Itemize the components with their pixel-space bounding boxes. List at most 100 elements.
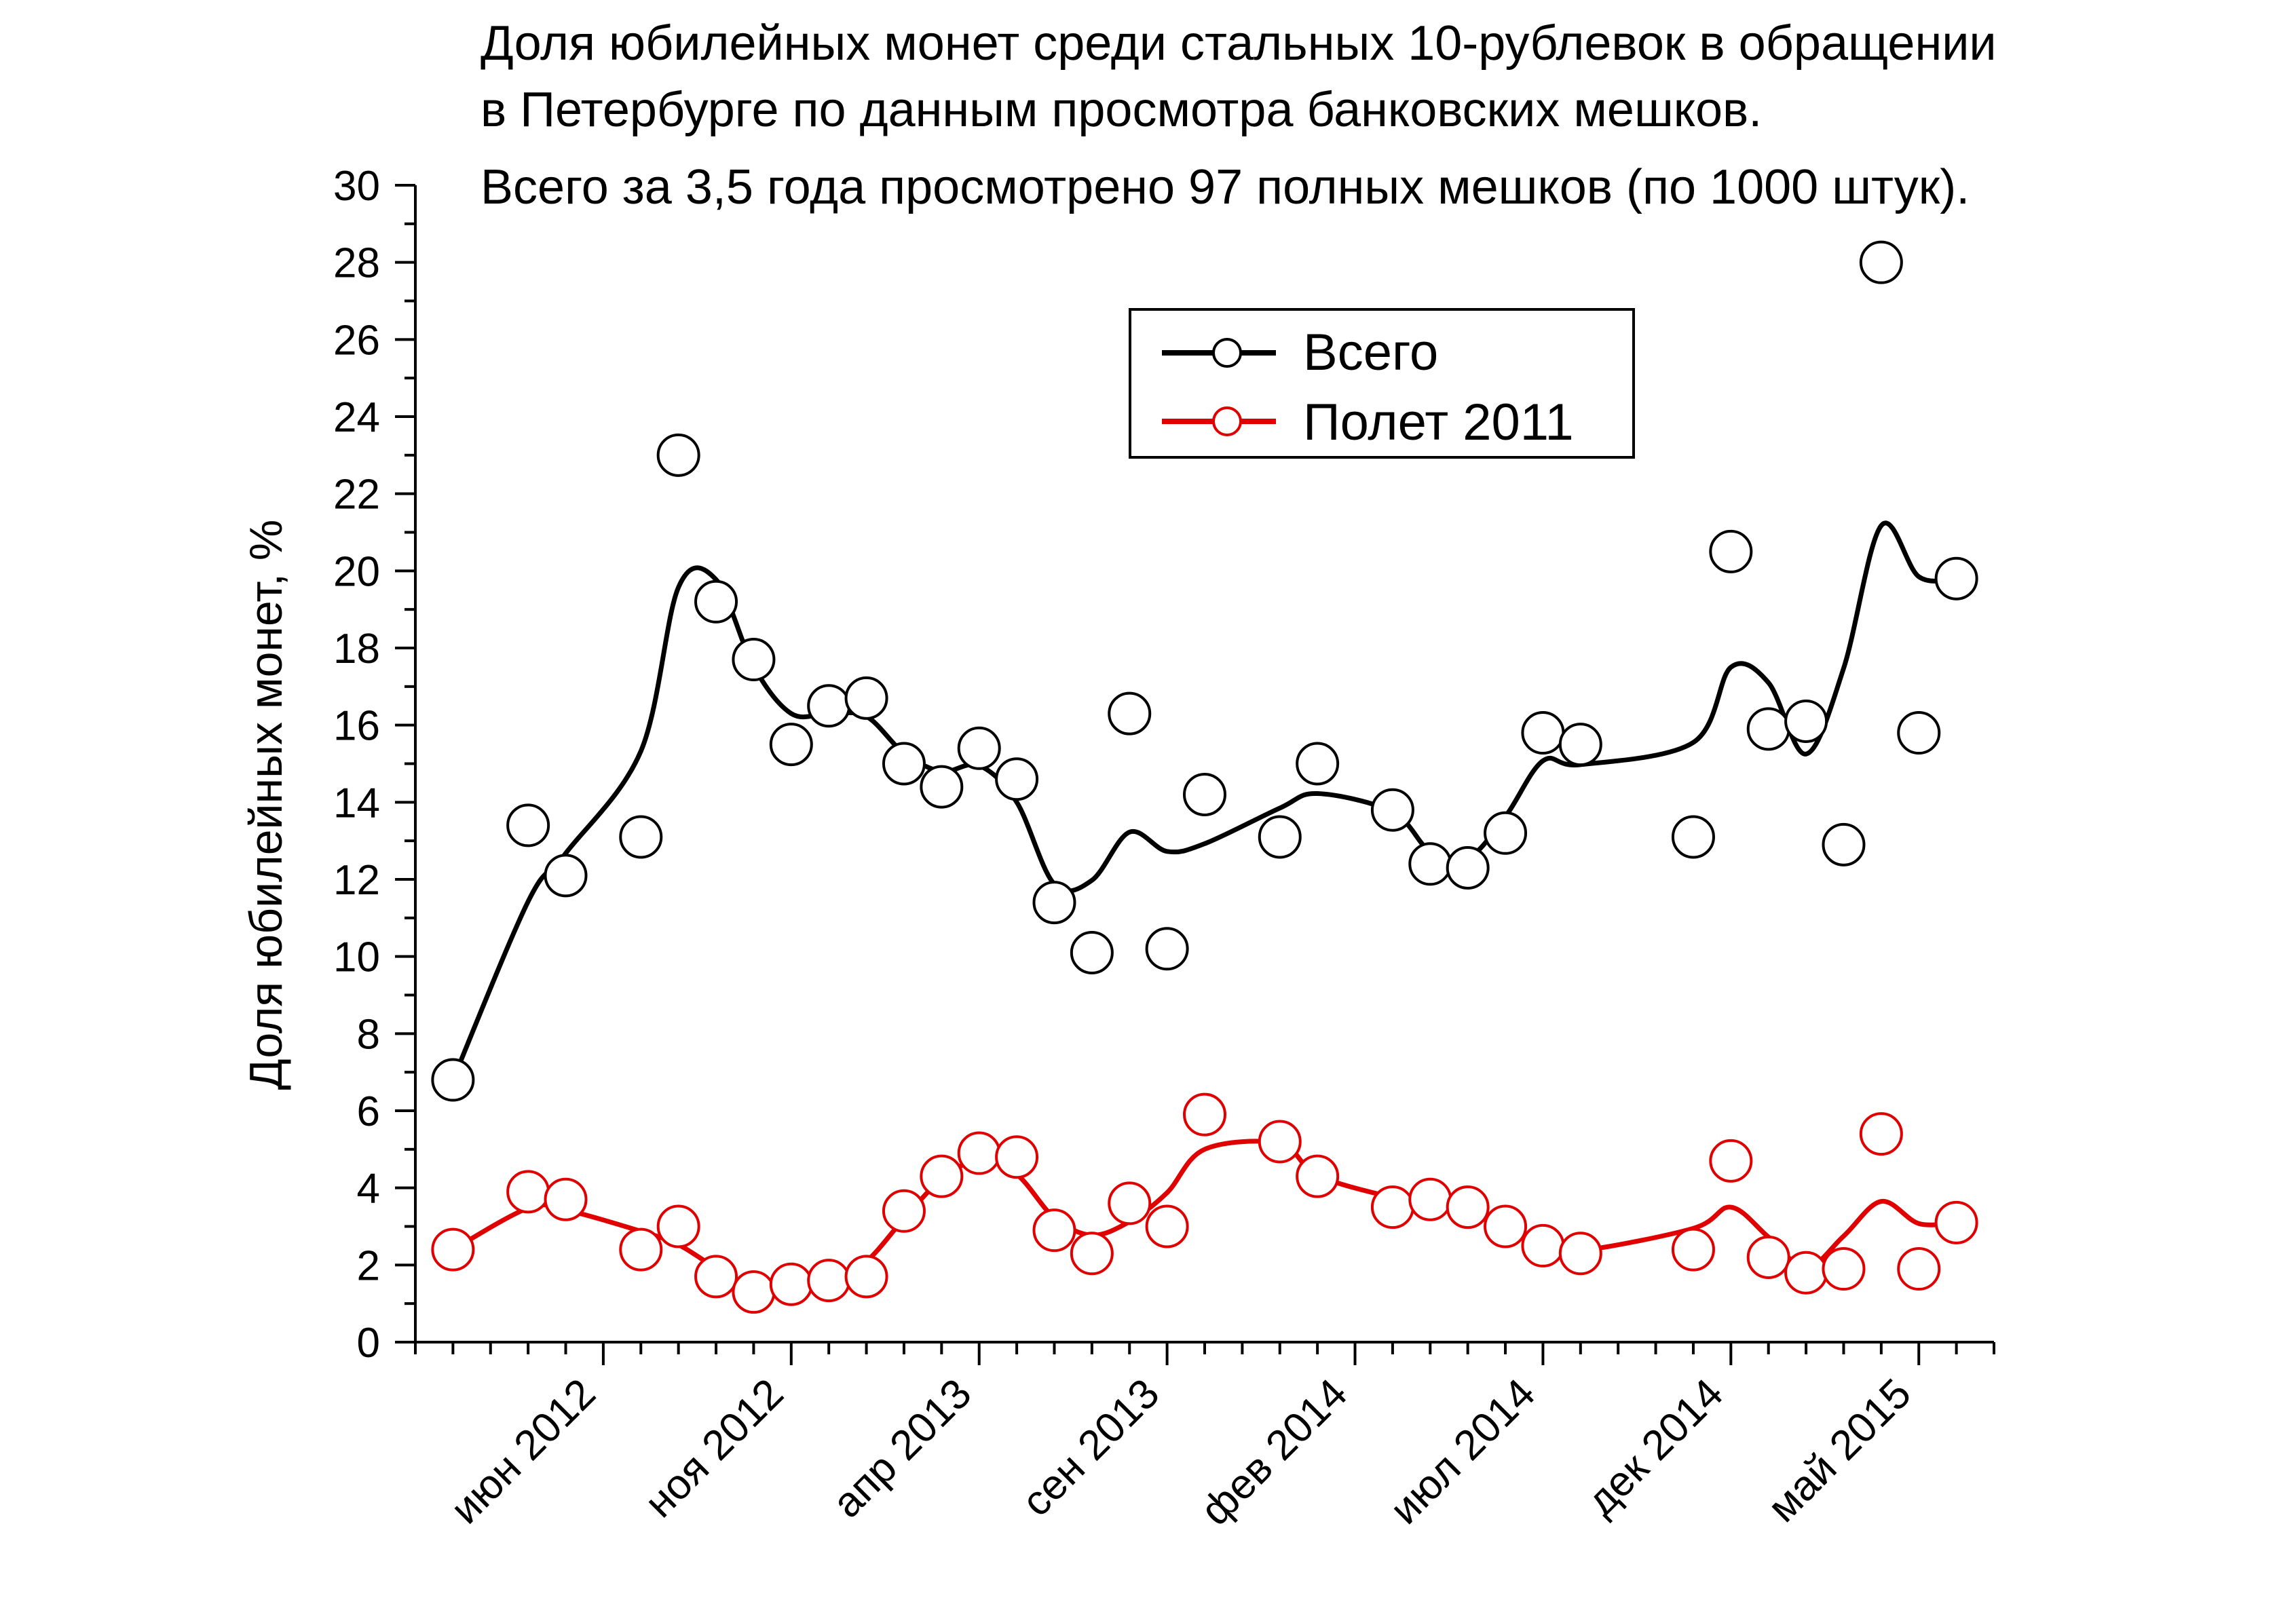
data-point-series-1 (619, 1227, 663, 1272)
data-point-series-0 (1296, 742, 1340, 786)
y-tick-label: 12 (333, 857, 380, 904)
data-point-series-1 (1032, 1208, 1076, 1253)
x-ticks: июн 2012 ноя 2012 апр 2013 сен 2013 фев 2014… (414, 1342, 1995, 1534)
legend-marker-polet (1212, 406, 1242, 436)
data-point-series-1 (844, 1255, 888, 1299)
data-point-series-1 (1070, 1232, 1114, 1276)
data-point-series-1 (957, 1131, 1001, 1175)
data-point-series-0 (1822, 822, 1866, 866)
x-tick-label: ноя 2012 (636, 1370, 793, 1527)
data-point-series-1 (694, 1255, 738, 1299)
x-tick-label: сен 2013 (1013, 1370, 1169, 1525)
data-point-series-0 (1370, 788, 1414, 832)
data-point-series-0 (694, 579, 738, 624)
data-point-series-1 (1784, 1251, 1828, 1295)
data-point-series-1 (1408, 1177, 1452, 1221)
data-point-series-1 (995, 1135, 1039, 1179)
data-point-series-1 (1859, 1112, 1903, 1156)
data-point-series-0 (1521, 711, 1565, 755)
data-point-series-0 (1108, 691, 1152, 736)
data-point-series-1 (1897, 1247, 1941, 1291)
data-point-series-1 (506, 1170, 550, 1214)
y-tick-label: 14 (333, 780, 380, 826)
data-point-series-0 (807, 684, 851, 728)
data-point-series-0 (1032, 881, 1076, 925)
data-point-series-0 (732, 638, 776, 682)
data-point-series-1 (769, 1262, 813, 1306)
legend-box (1129, 308, 1635, 459)
data-point-series-0 (920, 765, 964, 809)
y-tick-label: 18 (333, 626, 380, 672)
data-point-series-1 (1671, 1227, 1715, 1272)
data-point-series-0 (995, 757, 1039, 801)
x-tick-label: июл 2014 (1381, 1370, 1544, 1533)
y-tick-label: 8 (357, 1011, 380, 1058)
series-line-0 (451, 520, 1957, 1081)
data-point-series-1 (544, 1177, 588, 1221)
data-point-series-0 (844, 676, 888, 720)
y-tick-label: 10 (333, 934, 380, 981)
data-point-series-1 (431, 1227, 475, 1272)
data-point-series-0 (1408, 842, 1452, 886)
y-tick-label: 2 (357, 1242, 380, 1289)
data-point-series-0 (1183, 772, 1226, 816)
data-point-series-1 (1370, 1185, 1414, 1229)
series-layer (431, 240, 1978, 1314)
data-point-series-1 (1934, 1200, 1978, 1244)
data-point-series-0 (1671, 815, 1715, 859)
data-point-series-0 (544, 854, 588, 898)
y-tick-label: 30 (333, 163, 380, 210)
data-point-series-1 (1521, 1223, 1565, 1267)
x-tick-label: июн 2012 (442, 1370, 605, 1533)
data-point-series-0 (431, 1058, 475, 1102)
data-point-series-0 (1484, 811, 1528, 855)
data-point-series-1 (1145, 1204, 1189, 1248)
data-point-series-1 (882, 1189, 926, 1233)
legend: Всего Полет 2011 (1129, 308, 1635, 459)
x-tick-label: дек 2014 (1578, 1370, 1733, 1525)
y-tick-label: 4 (357, 1166, 380, 1213)
data-point-series-0 (1709, 529, 1753, 573)
data-point-series-1 (1108, 1181, 1152, 1225)
x-tick-label: фев 2014 (1192, 1370, 1356, 1534)
y-tick-label: 0 (357, 1320, 380, 1367)
y-tick-label: 16 (333, 703, 380, 750)
data-point-series-1 (1484, 1204, 1528, 1248)
data-point-series-0 (1145, 927, 1189, 971)
legend-label-total: Всего (1303, 324, 1438, 381)
y-axis-label: Доля юбилейных монет, % (240, 520, 292, 1090)
x-tick-label: май 2015 (1759, 1370, 1921, 1531)
data-point-series-0 (769, 723, 813, 767)
y-tick-label: 6 (357, 1088, 380, 1135)
data-point-series-0 (506, 803, 550, 847)
data-point-series-1 (1709, 1139, 1753, 1183)
data-point-series-0 (1746, 707, 1790, 751)
y-tick-label: 20 (333, 548, 380, 595)
y-tick-label: 28 (333, 240, 380, 287)
y-tick-label: 26 (333, 317, 380, 364)
data-point-series-0 (1558, 723, 1602, 767)
legend-marker-total (1212, 338, 1242, 368)
title-line-2: в Петербурге по данным просмотра банковс… (481, 83, 1762, 137)
data-point-series-1 (807, 1259, 851, 1303)
data-point-series-0 (1446, 845, 1490, 890)
data-point-series-0 (619, 815, 663, 859)
data-point-series-0 (957, 726, 1001, 770)
title-line-1: Доля юбилейных монет среди стальных 10-р… (481, 16, 1997, 71)
data-point-series-1 (1446, 1185, 1490, 1229)
data-point-series-1 (920, 1154, 964, 1198)
data-point-series-1 (656, 1204, 700, 1248)
data-point-series-1 (1558, 1232, 1602, 1276)
data-point-series-0 (882, 742, 926, 786)
x-tick-label: апр 2013 (824, 1370, 981, 1527)
legend-label-polet: Полет 2011 (1303, 394, 1574, 451)
title-line-3: Всего за 3,5 года просмотрено 97 полных … (481, 160, 1970, 214)
data-point-series-0 (1859, 240, 1903, 284)
y-tick-label: 22 (333, 472, 380, 518)
data-point-series-1 (1822, 1247, 1866, 1291)
data-point-series-0 (1784, 699, 1828, 743)
chart-title: Доля юбилейных монет среди стальных 10-р… (481, 16, 1997, 214)
